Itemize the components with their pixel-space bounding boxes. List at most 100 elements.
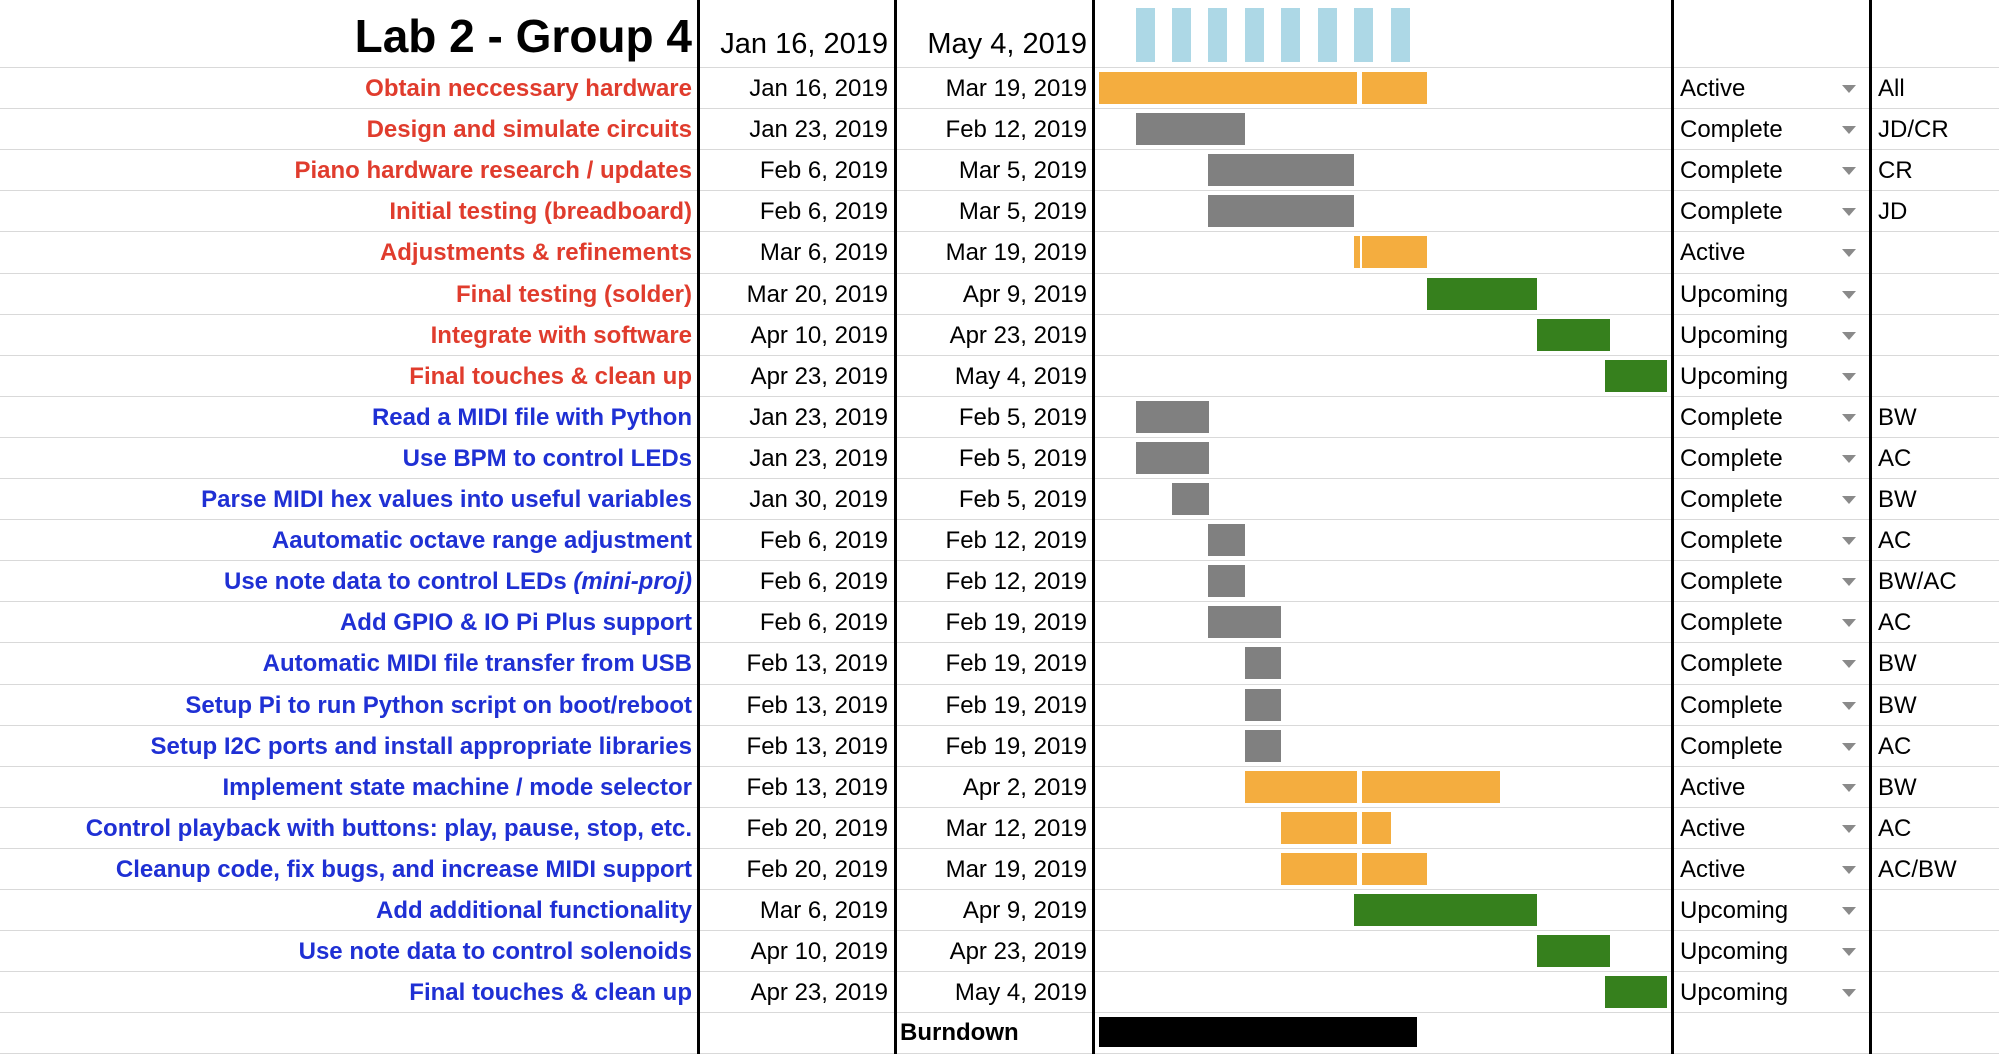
start-date: Apr 23, 2019 bbox=[750, 362, 888, 390]
status-dropdown[interactable]: Complete bbox=[1680, 116, 1783, 144]
task-name: Read a MIDI file with Python bbox=[0, 397, 692, 438]
task-name-text: Automatic MIDI file transfer from USB bbox=[262, 650, 692, 678]
status-dropdown[interactable]: Upcoming bbox=[1680, 280, 1789, 308]
owner-cell[interactable]: AC bbox=[1878, 444, 1912, 472]
chevron-down-icon[interactable] bbox=[1842, 865, 1856, 874]
status-dropdown[interactable]: Active bbox=[1680, 75, 1746, 102]
owner-cell[interactable] bbox=[1878, 232, 1998, 273]
end-date: Mar 19, 2019 bbox=[945, 855, 1087, 883]
status-dropdown[interactable]: Active bbox=[1680, 855, 1746, 883]
status-dropdown[interactable]: Complete bbox=[1680, 732, 1783, 760]
owner-cell[interactable]: AC/BW bbox=[1878, 855, 1957, 883]
chevron-down-icon[interactable] bbox=[1842, 989, 1856, 998]
status-dropdown[interactable]: Complete bbox=[1680, 157, 1783, 185]
chevron-down-icon[interactable] bbox=[1842, 290, 1856, 299]
owner-cell[interactable]: BW bbox=[1878, 403, 1917, 431]
chevron-down-icon[interactable] bbox=[1842, 85, 1856, 93]
row-divider bbox=[0, 765, 1999, 767]
owner-cell[interactable]: BW bbox=[1878, 773, 1917, 801]
chevron-down-icon[interactable] bbox=[1842, 249, 1856, 258]
task-name-text: Initial testing (breadboard) bbox=[389, 198, 692, 226]
chevron-down-icon[interactable] bbox=[1842, 413, 1856, 422]
owner-cell[interactable]: AC bbox=[1878, 609, 1912, 637]
chevron-down-icon[interactable] bbox=[1842, 701, 1856, 710]
status-dropdown[interactable]: Complete bbox=[1680, 568, 1783, 596]
end-date: Apr 23, 2019 bbox=[949, 938, 1087, 966]
status-dropdown[interactable]: Upcoming bbox=[1680, 362, 1789, 390]
status-dropdown[interactable]: Complete bbox=[1680, 609, 1783, 637]
status-dropdown[interactable]: Complete bbox=[1680, 650, 1783, 678]
owner-cell[interactable] bbox=[1878, 931, 1998, 972]
status-dropdown[interactable]: Complete bbox=[1680, 691, 1783, 719]
status-dropdown[interactable]: Upcoming bbox=[1680, 321, 1789, 349]
chevron-down-icon[interactable] bbox=[1842, 783, 1856, 792]
task-name-suffix: (mini-proj) bbox=[573, 568, 692, 596]
owner-cell[interactable]: BW bbox=[1878, 691, 1917, 719]
chevron-down-icon[interactable] bbox=[1842, 619, 1856, 628]
owner-cell[interactable] bbox=[1878, 972, 1998, 1013]
chevron-down-icon[interactable] bbox=[1842, 742, 1856, 751]
task-name: Add GPIO & IO Pi Plus support bbox=[0, 602, 692, 643]
chevron-down-icon[interactable] bbox=[1842, 126, 1856, 135]
owner-cell[interactable]: BW bbox=[1878, 650, 1917, 678]
owner-cell[interactable]: BW/AC bbox=[1878, 568, 1957, 596]
end-date: Apr 9, 2019 bbox=[962, 280, 1087, 308]
gantt-bar bbox=[1536, 318, 1610, 351]
chevron-down-icon[interactable] bbox=[1842, 660, 1856, 669]
task-name: Final testing (solder) bbox=[0, 274, 692, 315]
status-dropdown[interactable]: Upcoming bbox=[1680, 897, 1789, 924]
gantt-bar bbox=[1362, 852, 1428, 885]
row-divider bbox=[0, 971, 1999, 973]
owner-cell[interactable]: All bbox=[1878, 75, 1905, 102]
owner-cell[interactable]: AC bbox=[1878, 814, 1912, 842]
owner-cell[interactable] bbox=[1878, 356, 1998, 397]
chevron-down-icon[interactable] bbox=[1842, 824, 1856, 833]
chevron-down-icon[interactable] bbox=[1842, 372, 1856, 381]
task-name-text: Final testing (solder) bbox=[455, 280, 692, 308]
status-dropdown[interactable]: Active bbox=[1680, 814, 1746, 842]
owner-cell[interactable] bbox=[1878, 315, 1998, 356]
owner-cell[interactable]: AC bbox=[1878, 732, 1912, 760]
gantt-bar bbox=[1281, 811, 1357, 844]
header-end-date: May 4, 2019 bbox=[927, 28, 1087, 60]
owner-cell[interactable]: BW bbox=[1878, 486, 1917, 513]
chevron-down-icon[interactable] bbox=[1842, 167, 1856, 176]
start-date: Apr 10, 2019 bbox=[750, 321, 888, 349]
status-dropdown[interactable]: Active bbox=[1680, 773, 1746, 801]
task-name: Final touches & clean up bbox=[0, 972, 692, 1013]
chevron-down-icon[interactable] bbox=[1842, 331, 1856, 340]
chevron-down-icon[interactable] bbox=[1842, 578, 1856, 587]
status-dropdown[interactable]: Upcoming bbox=[1680, 979, 1789, 1007]
row-divider bbox=[0, 436, 1999, 438]
chevron-down-icon[interactable] bbox=[1842, 948, 1856, 957]
task-name: Use note data to control LEDs (mini-proj… bbox=[0, 561, 692, 602]
chevron-down-icon[interactable] bbox=[1842, 496, 1856, 504]
gantt-bar bbox=[1604, 359, 1667, 392]
task-name-text: Adjustments & refinements bbox=[379, 239, 692, 267]
gantt-bar bbox=[1536, 935, 1610, 968]
task-name: Automatic MIDI file transfer from USB bbox=[0, 643, 692, 684]
chevron-down-icon[interactable] bbox=[1842, 907, 1856, 915]
owner-cell[interactable]: JD bbox=[1878, 198, 1908, 226]
owner-cell[interactable] bbox=[1878, 890, 1998, 931]
status-dropdown[interactable]: Complete bbox=[1680, 403, 1783, 431]
chevron-down-icon[interactable] bbox=[1842, 537, 1856, 546]
status-dropdown[interactable]: Complete bbox=[1680, 198, 1783, 226]
task-name-text: Read a MIDI file with Python bbox=[371, 403, 692, 431]
chevron-down-icon[interactable] bbox=[1842, 208, 1856, 217]
timeline-week-block bbox=[1317, 8, 1337, 62]
status-dropdown[interactable]: Complete bbox=[1680, 527, 1783, 555]
gantt-bar bbox=[1281, 852, 1357, 885]
status-dropdown[interactable]: Upcoming bbox=[1680, 938, 1789, 966]
status-dropdown[interactable]: Complete bbox=[1680, 444, 1783, 472]
gantt-bar bbox=[1244, 647, 1282, 680]
owner-cell[interactable]: JD/CR bbox=[1878, 116, 1949, 144]
owner-cell[interactable]: AC bbox=[1878, 527, 1912, 555]
owner-cell[interactable]: CR bbox=[1878, 157, 1913, 185]
chevron-down-icon[interactable] bbox=[1842, 454, 1856, 463]
start-date: Jan 16, 2019 bbox=[749, 75, 888, 102]
row-divider bbox=[0, 724, 1999, 726]
status-dropdown[interactable]: Active bbox=[1680, 239, 1746, 267]
owner-cell[interactable] bbox=[1878, 274, 1998, 315]
status-dropdown[interactable]: Complete bbox=[1680, 486, 1783, 513]
